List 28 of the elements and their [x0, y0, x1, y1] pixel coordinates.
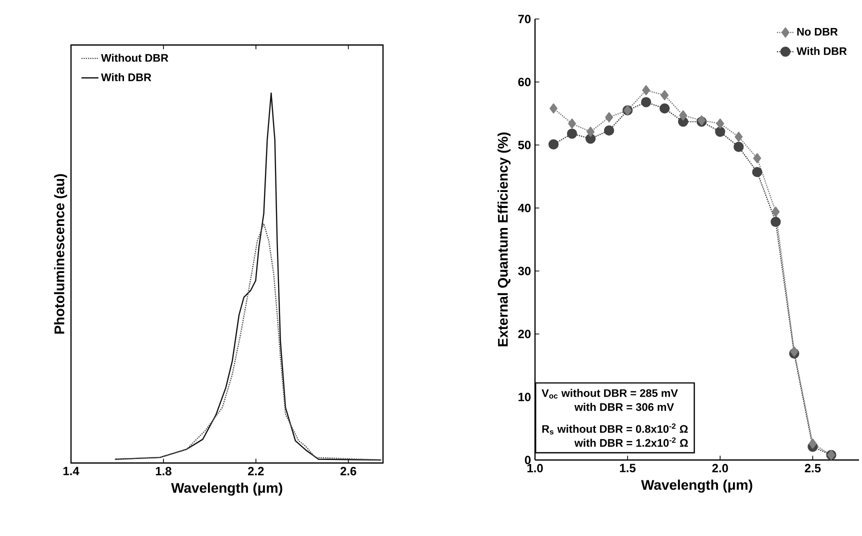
x-tick-label: 1.8: [156, 466, 172, 476]
annotation: with DBR = 306 mV: [574, 402, 674, 411]
x-tick-label: 1.4: [63, 466, 80, 476]
y-tick-label: 10: [518, 392, 531, 402]
legend-label: With DBR: [101, 73, 152, 82]
y-tick-label: 30: [518, 266, 531, 276]
y-tick-label: 60: [518, 78, 531, 86]
y-tick-label: 50: [518, 140, 531, 150]
legend-label: No DBR: [797, 28, 838, 36]
x-tick-label: 2.5: [804, 464, 821, 472]
y-tick-label: 0: [524, 456, 531, 464]
legend-label: Without DBR: [101, 54, 168, 62]
y-axis-title: External Quantum Efficiency (%): [498, 132, 511, 346]
y-axis-title: Photoluminescence (au): [54, 174, 68, 334]
annotation: R$_{s}$ without DBR = 0.8x10$^{-2}$ Ω: [542, 423, 688, 434]
annotation: V$_{oc}$ without DBR = 285 mV: [542, 388, 678, 399]
x-axis-title: Wavelength (μm): [641, 480, 752, 493]
y-tick-label: 40: [518, 204, 531, 212]
y-tick-label: 70: [518, 14, 531, 24]
x-tick-label: 1.0: [527, 464, 543, 472]
x-axis-title: Wavelength (μm): [171, 482, 282, 496]
legend-label: With DBR: [796, 46, 847, 56]
x-tick-label: 2.2: [248, 466, 264, 476]
x-tick-label: 2.6: [340, 466, 356, 476]
y-tick-label: 20: [518, 330, 531, 338]
x-tick-label: 1.5: [620, 464, 636, 472]
annotation: with DBR = 1.2x10$^{-2}$ Ω: [574, 437, 688, 447]
x-tick-label: 2.0: [712, 464, 728, 472]
